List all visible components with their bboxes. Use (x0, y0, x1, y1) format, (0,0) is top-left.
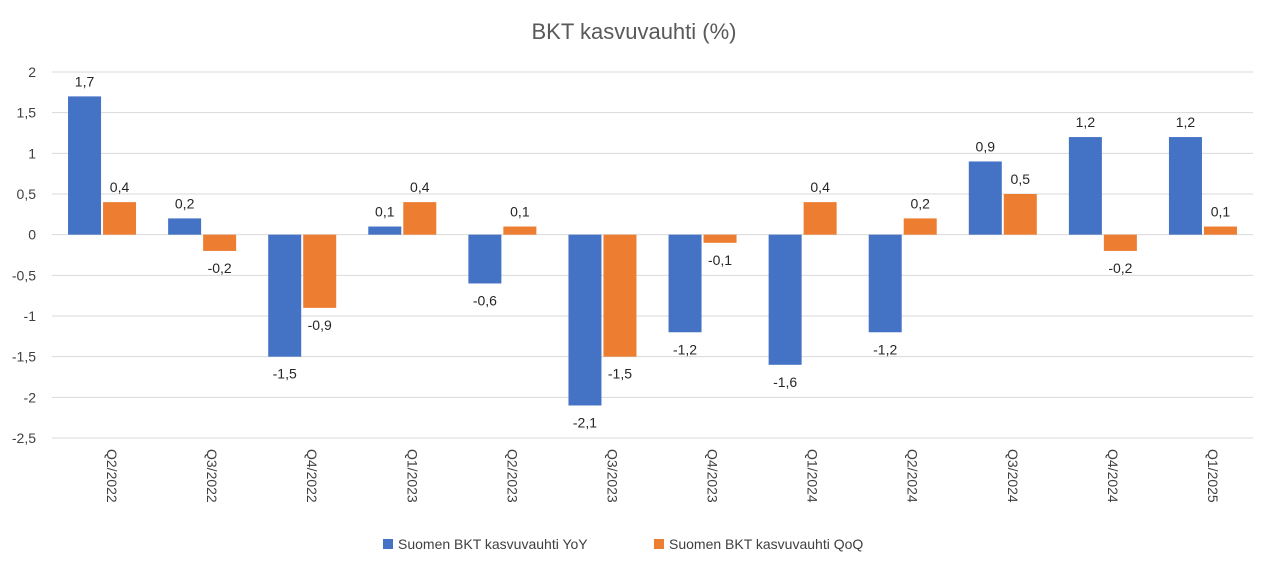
bar-qoq (1103, 234, 1137, 251)
y-tick-label: 0 (28, 227, 36, 243)
bar-yoy (268, 234, 302, 357)
y-tick-label: -2 (24, 389, 37, 405)
data-label-qoq: 0,5 (1011, 171, 1031, 187)
y-axis-ticks: 2 1,5 1 0,5 0 -0,5 -1 -1,5 -2 -2,5 (12, 64, 36, 446)
bar-qoq (203, 234, 237, 251)
bar-qoq (1203, 226, 1237, 235)
bars (68, 96, 1237, 406)
data-labels: 1,7 0,4 0,2 -0,2 -1,5 -0,9 0,1 0,4 -0,6 0,1 -2,1 -1… (75, 73, 1231, 430)
bar-qoq (503, 226, 537, 235)
data-label-qoq: -0,9 (308, 317, 332, 333)
data-label-yoy: -1,2 (873, 341, 897, 357)
data-label-yoy: 0,1 (375, 204, 395, 220)
data-label-qoq: 0,1 (510, 204, 530, 220)
data-label-yoy: -1,5 (273, 366, 297, 382)
x-tick-label: Q3/2024 (1005, 449, 1021, 503)
x-tick-label: Q2/2024 (905, 449, 921, 503)
bar-yoy (368, 226, 402, 235)
data-label-yoy: 1,7 (75, 73, 95, 89)
x-tick-label: Q4/2023 (705, 449, 721, 503)
bar-yoy (868, 234, 902, 333)
bar-yoy (68, 96, 102, 235)
data-label-yoy: 0,2 (175, 195, 195, 211)
legend-label-qoq: Suomen BKT kasvuvauhti QoQ (669, 536, 863, 552)
bar-yoy (568, 234, 602, 406)
x-axis-ticks: Q2/2022 Q3/2022 Q4/2022 Q1/2023 Q2/2023 Q3/20… (104, 449, 1221, 503)
x-tick-label: Q1/2023 (404, 449, 420, 503)
data-label-yoy: 1,2 (1176, 114, 1196, 130)
bar-yoy (468, 234, 502, 284)
x-tick-label: Q3/2023 (604, 449, 620, 503)
data-label-qoq: 0,1 (1211, 204, 1231, 220)
y-tick-label: -2,5 (12, 430, 36, 446)
data-label-qoq: -1,5 (608, 366, 632, 382)
data-label-yoy: 0,9 (976, 138, 996, 154)
data-label-qoq: 0,4 (410, 179, 430, 195)
bar-yoy (968, 161, 1002, 235)
legend-entry-yoy: Suomen BKT kasvuvauhti YoY (383, 536, 588, 552)
bar-yoy (1068, 137, 1102, 235)
y-tick-label: 0,5 (17, 186, 37, 202)
data-label-qoq: -0,2 (1108, 260, 1132, 276)
data-label-qoq: 0,2 (910, 195, 930, 211)
x-tick-label: Q1/2024 (805, 449, 821, 503)
y-tick-label: -1,5 (12, 349, 36, 365)
data-label-qoq: -0,1 (708, 252, 732, 268)
y-tick-label: 1 (28, 145, 36, 161)
data-label-yoy: -1,6 (773, 374, 797, 390)
y-tick-label: 2 (28, 64, 36, 80)
data-label-yoy: 1,2 (1076, 114, 1096, 130)
data-label-yoy: -2,1 (573, 414, 597, 430)
x-tick-label: Q3/2022 (204, 449, 220, 503)
data-label-yoy: -0,6 (473, 292, 497, 308)
x-tick-label: Q2/2022 (104, 449, 120, 503)
chart-title: BKT kasvuvauhti (%) (531, 19, 736, 44)
bar-yoy (768, 234, 802, 365)
gridlines (52, 71, 1253, 439)
bar-qoq (803, 202, 837, 235)
legend: Suomen BKT kasvuvauhti YoY Suomen BKT ka… (383, 536, 863, 552)
x-tick-label: Q4/2024 (1105, 449, 1121, 503)
legend-swatch-yoy (383, 539, 393, 549)
legend-swatch-qoq (654, 539, 664, 549)
data-label-qoq: 0,4 (110, 179, 130, 195)
x-tick-label: Q1/2025 (1205, 449, 1221, 503)
y-tick-label: -1 (24, 308, 37, 324)
bar-yoy (668, 234, 702, 333)
bar-qoq (603, 234, 637, 357)
data-label-qoq: 0,4 (810, 179, 830, 195)
bar-qoq (403, 202, 437, 235)
bar-qoq (303, 234, 337, 308)
bar-yoy (168, 218, 202, 235)
data-label-qoq: -0,2 (208, 260, 232, 276)
data-label-yoy: -1,2 (673, 341, 697, 357)
bar-qoq (1003, 194, 1037, 235)
bar-yoy (1168, 137, 1202, 235)
bar-qoq (903, 218, 937, 235)
legend-label-yoy: Suomen BKT kasvuvauhti YoY (398, 536, 588, 552)
y-tick-label: 1,5 (17, 105, 37, 121)
legend-entry-qoq: Suomen BKT kasvuvauhti QoQ (654, 536, 863, 552)
bar-qoq (703, 234, 737, 243)
x-tick-label: Q2/2023 (504, 449, 520, 503)
y-tick-label: -0,5 (12, 267, 36, 283)
x-tick-label: Q4/2022 (304, 449, 320, 503)
bar-qoq (103, 202, 137, 235)
